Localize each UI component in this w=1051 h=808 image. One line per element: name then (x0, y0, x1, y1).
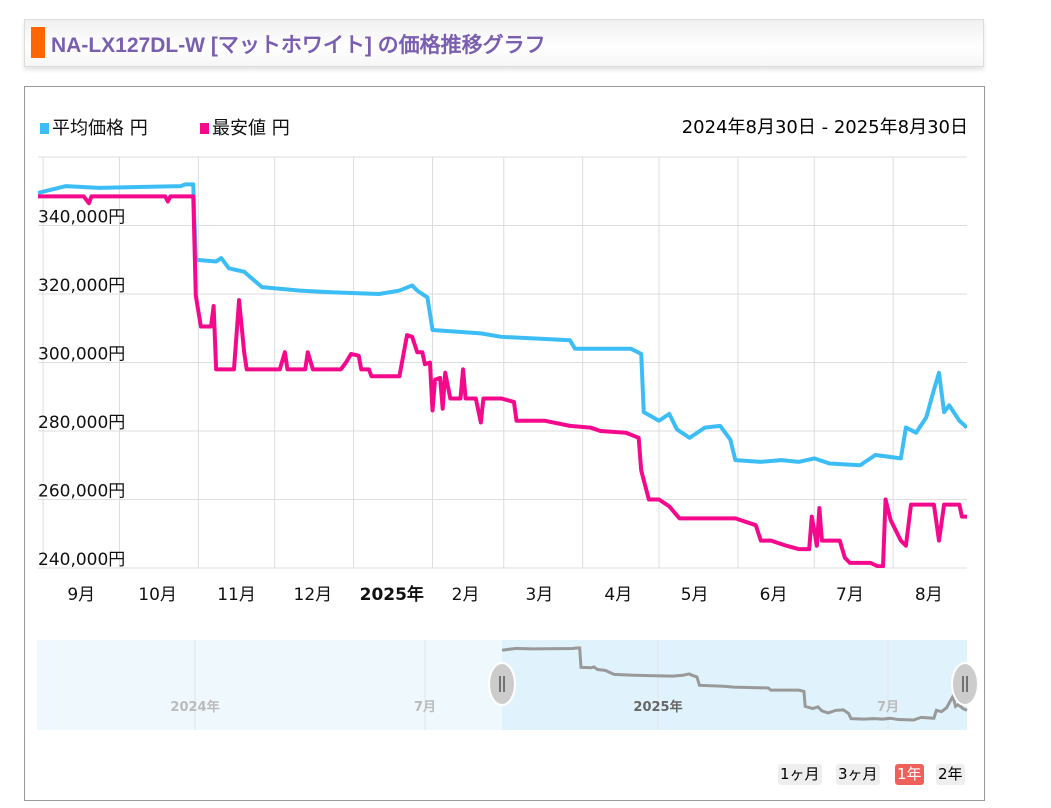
y-tick-label: 320,000円 (38, 276, 125, 296)
x-tick-label: 4月 (604, 585, 632, 605)
x-tick-label: 2月 (452, 585, 480, 605)
page-header: NA-LX127DL-W [マットホワイト] の価格推移グラフ (24, 19, 984, 67)
page-title: NA-LX127DL-W [マットホワイト] の価格推移グラフ (51, 34, 546, 57)
x-tick-label: 9月 (67, 585, 95, 605)
y-tick-label: 240,000円 (38, 550, 125, 570)
x-tick-label: 3月 (525, 585, 553, 605)
x-tick-label: 12月 (294, 585, 333, 605)
x-tick-label: 6月 (760, 585, 788, 605)
legend-label: 平均価格 円 (52, 118, 148, 139)
navigator-series (501, 646, 968, 722)
legend-item-average[interactable]: 平均価格 円 (40, 114, 148, 140)
date-range: 2024年8月30日 - 2025年8月30日 (681, 117, 968, 138)
range-button-1y[interactable]: 1年 (895, 764, 924, 785)
x-tick-label: 11月 (217, 585, 256, 605)
navigator-label: 2025年 (633, 699, 682, 715)
navigator-label: 2024年 (170, 699, 219, 715)
series-line-average (38, 182, 967, 468)
chart-container (24, 86, 985, 801)
legend-swatch (200, 123, 209, 134)
series-line-lowest (38, 194, 967, 568)
y-tick-label: 260,000円 (38, 482, 125, 502)
range-button-2y[interactable]: 2年 (936, 764, 965, 785)
y-tick-label: 340,000円 (38, 208, 125, 228)
legend-label: 最安値 円 (212, 118, 290, 139)
x-tick-label: 7月 (836, 585, 864, 605)
navigator-handle-left[interactable] (488, 662, 516, 706)
x-tick-label: 2025年 (360, 584, 424, 605)
x-tick-label: 8月 (915, 585, 943, 605)
header-accent-bar (31, 27, 45, 58)
navigator-selection (502, 640, 967, 730)
x-tick-label: 10月 (138, 585, 177, 605)
legend-swatch (40, 123, 49, 134)
y-tick-label: 300,000円 (38, 345, 125, 365)
y-tick-label: 280,000円 (38, 413, 125, 433)
range-button-3m[interactable]: 3ヶ月 (836, 764, 880, 785)
legend-item-lowest[interactable]: 最安値 円 (200, 114, 290, 140)
navigator-label: 7月 (414, 700, 436, 715)
navigator-label: 7月 (877, 700, 899, 715)
range-button-1m[interactable]: 1ヶ月 (778, 764, 822, 785)
x-tick-label: 5月 (681, 585, 709, 605)
navigator-handle-right[interactable] (951, 662, 979, 706)
